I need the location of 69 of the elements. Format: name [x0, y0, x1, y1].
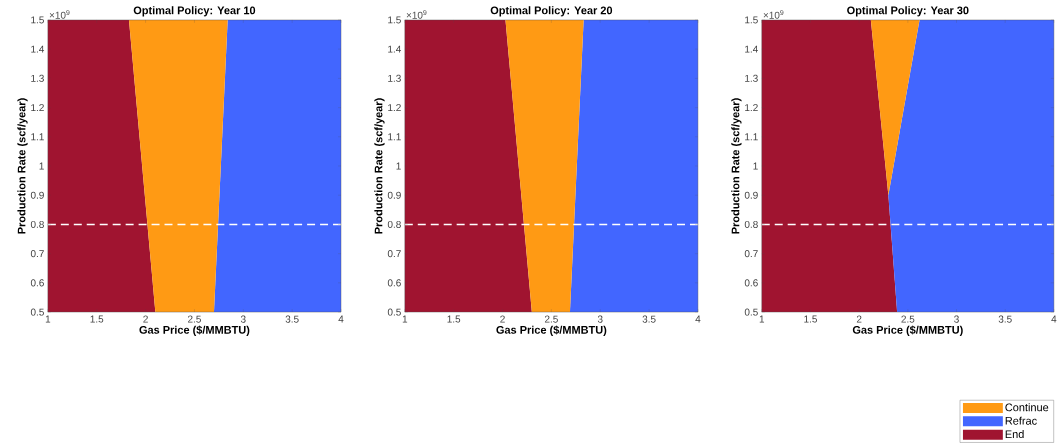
y-tick-label: 0.5	[30, 308, 44, 316]
y-tick-label: 0.6	[387, 279, 401, 287]
y-tick-label: 1.2	[745, 104, 758, 112]
legend-label: Refrac	[1005, 416, 1037, 425]
chart-title: Optimal Policy: Year 10	[133, 6, 256, 17]
y-tick-label: 0.6	[30, 279, 44, 287]
y-tick-label: 1.1	[388, 133, 401, 141]
x-tick-label: 1.5	[804, 315, 817, 323]
y-tick-label: 0.7	[387, 250, 401, 258]
x-tick-label: 1.5	[90, 315, 104, 323]
x-tick-label: 3.5	[285, 315, 299, 323]
x-tick-label: 1	[402, 315, 408, 323]
y-tick-label: 0.8	[30, 221, 44, 229]
y-tick-label: 1.5	[388, 16, 401, 24]
y-tick-label: 1.1	[31, 133, 44, 141]
y-tick-label: 1.3	[388, 74, 401, 83]
y-tick-label: 1.2	[31, 104, 44, 112]
y-tick-label: 1.5	[31, 16, 44, 24]
x-tick-label: 4	[695, 315, 701, 323]
y-tick-label: 1.5	[745, 16, 758, 24]
x-tick-label: 1	[759, 315, 765, 323]
y-axis-title: Production Rate (scf/year)	[17, 98, 28, 234]
x-tick-label: 4	[338, 315, 344, 323]
chart-title: Optimal Policy: Year 30	[847, 6, 969, 17]
y-tick-label: 0.5	[387, 308, 401, 316]
x-tick-label: 3	[597, 315, 603, 323]
legend-label: Continue	[1005, 403, 1049, 412]
x-tick-label: 4	[1051, 315, 1057, 323]
legend-label: End	[1005, 430, 1024, 439]
x-tick-label: 2	[143, 315, 148, 323]
x-tick-label: 2.5	[901, 315, 915, 323]
y-axis-title: Production Rate (scf/year)	[731, 98, 742, 234]
y-tick-label: 1.4	[388, 45, 401, 53]
x-axis-title: Gas Price ($/MMBTU)	[139, 325, 250, 337]
x-tick-label: 1	[45, 315, 51, 323]
y-tick-label: 0.5	[744, 308, 758, 316]
x-axis-title: Gas Price ($/MMBTU)	[852, 325, 963, 337]
text: ×10$^{9}$	[406, 10, 427, 19]
chart-title: Optimal Policy: Year 20	[490, 6, 613, 17]
x-tick-label: 2	[856, 315, 862, 323]
y-tick-label: 0.7	[30, 250, 44, 258]
y-tick-label: 1.3	[31, 74, 44, 83]
text: ×10$^{9}$	[49, 10, 70, 19]
x-tick-label: 3	[240, 315, 246, 323]
y-tick-label: 1	[396, 162, 401, 170]
y-tick-label: 0.9	[387, 191, 401, 199]
y-tick-label: 0.8	[744, 221, 758, 229]
x-tick-label: 2.5	[544, 315, 558, 323]
y-tick-label: 0.8	[387, 221, 401, 229]
x-tick-label: 1.5	[447, 315, 461, 323]
y-tick-label: 0.9	[744, 191, 758, 199]
y-tick-label: 1.1	[745, 133, 758, 141]
y-axis-title: Production Rate (scf/year)	[374, 98, 385, 234]
y-tick-label: 1	[753, 162, 758, 170]
text: ×10$^{9}$	[763, 10, 784, 19]
y-tick-label: 0.9	[30, 191, 44, 199]
x-tick-label: 3.5	[642, 315, 656, 323]
y-tick-label: 1.4	[31, 45, 45, 53]
x-tick-label: 3.5	[998, 315, 1012, 323]
y-tick-label: 1.4	[745, 45, 758, 53]
y-tick-label: 0.6	[744, 279, 758, 287]
x-tick-label: 3	[954, 315, 959, 323]
x-axis-title: Gas Price ($/MMBTU)	[496, 325, 607, 337]
y-tick-label: 1.2	[388, 104, 401, 112]
y-tick-label: 1.3	[745, 74, 758, 83]
x-tick-label: 2	[500, 315, 505, 323]
y-tick-label: 1	[39, 162, 44, 170]
y-tick-label: 0.7	[744, 250, 758, 258]
x-tick-label: 2.5	[188, 315, 201, 323]
